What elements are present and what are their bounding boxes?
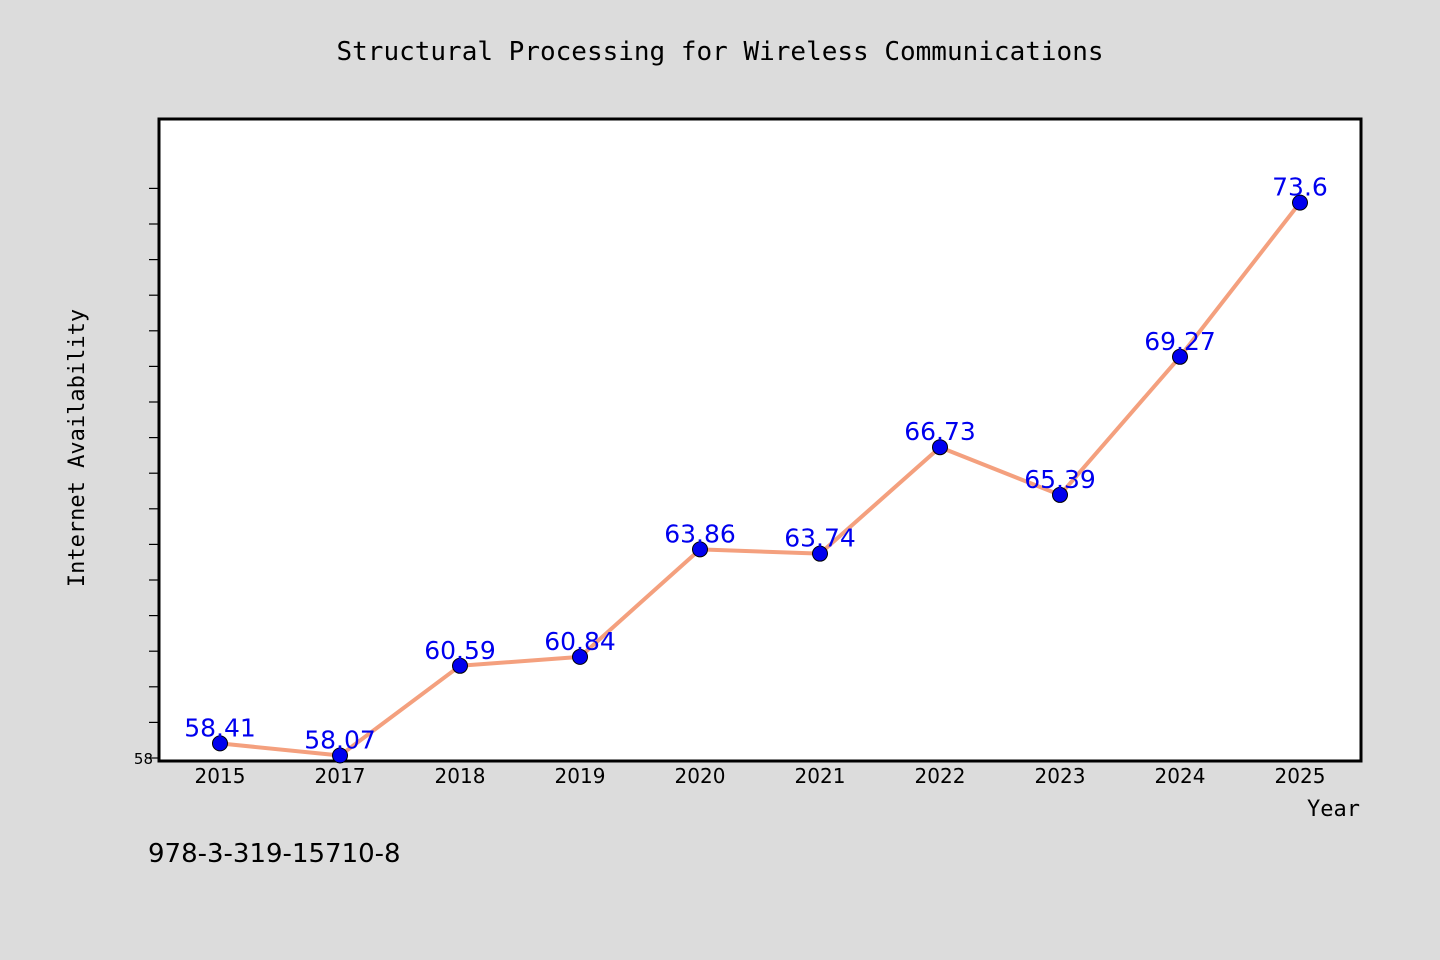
x-tick-label: 2018 xyxy=(435,764,486,788)
x-tick-label: 2024 xyxy=(1155,764,1206,788)
data-label: 66.73 xyxy=(904,417,976,446)
data-point xyxy=(212,735,228,752)
x-tick-label: 2020 xyxy=(675,764,726,788)
data-label: 60.59 xyxy=(424,636,496,665)
chart-title: Structural Processing for Wireless Commu… xyxy=(336,37,1103,67)
data-point xyxy=(812,545,828,562)
data-label: 69.27 xyxy=(1144,327,1216,356)
y-tick-label: 58 xyxy=(134,750,153,768)
data-label: 58.07 xyxy=(304,726,376,755)
data-point xyxy=(452,657,468,674)
x-tick-label: 2021 xyxy=(795,764,846,788)
y-axis-label: Internet Availability xyxy=(65,309,90,587)
x-tick-label: 2019 xyxy=(555,764,606,788)
data-point xyxy=(1292,194,1308,211)
x-tick-label: 2023 xyxy=(1035,764,1086,788)
data-label: 63.86 xyxy=(664,519,736,548)
data-labels: 58.41 58.07 60.59 60.84 63.86 63.74 66.73 65.39… xyxy=(184,173,1328,755)
x-tick-label: 2022 xyxy=(915,764,966,788)
series-line xyxy=(219,201,1302,758)
x-tick-label: 2015 xyxy=(195,764,246,788)
data-point xyxy=(1052,486,1068,503)
isbn-annotation: 978-3-319-15710-8 xyxy=(148,839,401,869)
x-axis-label: Year xyxy=(1307,797,1360,822)
x-axis-tick-labels: 2015 2017 2018 2019 2020 2021 2022 2023 2024 2025 xyxy=(195,764,1326,788)
data-point xyxy=(572,648,588,665)
data-label: 73.6 xyxy=(1272,173,1328,202)
data-label: 60.84 xyxy=(544,627,616,656)
series-points xyxy=(212,194,1308,764)
plot-area xyxy=(157,117,1363,763)
data-point xyxy=(692,541,708,558)
data-point xyxy=(332,747,348,764)
data-point xyxy=(1172,348,1188,365)
y-axis-ticks xyxy=(149,187,159,759)
series-lines xyxy=(219,201,1302,758)
data-label: 58.41 xyxy=(184,713,256,742)
data-label: 65.39 xyxy=(1024,465,1096,494)
data-point xyxy=(932,439,948,456)
data-label: 63.74 xyxy=(784,524,856,553)
y-axis-tick-labels: 58 xyxy=(134,750,153,768)
x-tick-label: 2025 xyxy=(1275,764,1326,788)
x-tick-label: 2017 xyxy=(315,764,366,788)
